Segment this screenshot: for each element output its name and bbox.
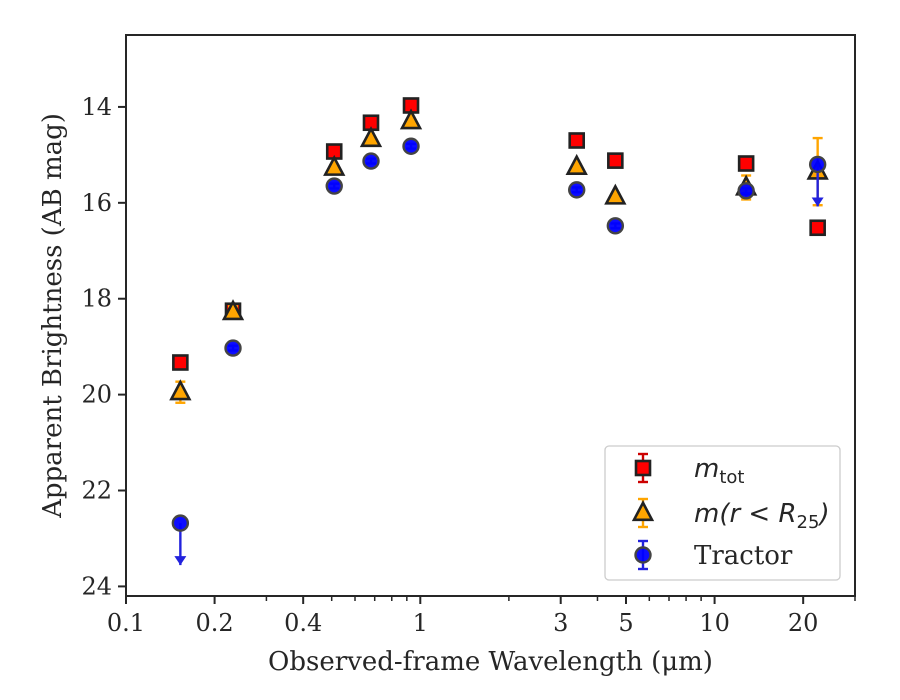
mr25-point (565, 153, 588, 175)
mr25-point (323, 154, 346, 176)
tractor-point (171, 514, 190, 532)
legend-entry-mtot: mtot (634, 452, 744, 488)
x-tick-label: 0.4 (284, 609, 322, 637)
x-tick-label: 0.2 (196, 609, 234, 637)
plot-frame (125, 34, 856, 597)
tractor-point (224, 339, 242, 357)
plot-area (169, 97, 829, 566)
tractor-point (737, 182, 755, 200)
legend-entry-tractor: Tractor (634, 539, 793, 571)
x-tick-label: 20 (788, 609, 819, 637)
legend-label-mr25: m(r < R25) (694, 499, 830, 533)
legend: mtot m(r < R25) Tractor (604, 445, 841, 581)
mtot-point (607, 152, 624, 169)
series-tractor (171, 137, 827, 566)
mtot-point (172, 354, 189, 371)
legend-marker-mr25 (631, 500, 655, 522)
x-tick-label: 10 (699, 609, 730, 637)
legend-box (604, 445, 841, 581)
legend-label-mtot: mtot (694, 454, 744, 488)
y-tick-label: 16 (81, 189, 112, 217)
mtot-point (809, 219, 826, 237)
series-mr25 (169, 108, 829, 404)
upper-limit-arrowhead (811, 197, 824, 207)
legend-marker-mtot (634, 459, 652, 477)
y-tick-label: 24 (81, 572, 112, 600)
tractor-point (362, 152, 380, 170)
mtot-point (737, 155, 755, 172)
y-axis-label: Apparent Brightness (AB mag) (38, 113, 68, 519)
legend-marker-tractor (634, 546, 652, 564)
upper-limit-arrowhead (174, 556, 187, 566)
tractor-point (568, 181, 586, 199)
mr25-point (359, 126, 383, 148)
tractor-point (606, 217, 625, 235)
mtot-point (568, 132, 586, 149)
x-tick-label: 0.1 (107, 609, 145, 637)
mr25-point (169, 379, 192, 401)
y-tick-label: 14 (81, 93, 112, 121)
x-tick-label: 3 (553, 609, 568, 637)
series-mtot (172, 97, 826, 371)
legend-entry-mr25: m(r < R25) (631, 497, 830, 533)
y-tick-label: 22 (81, 477, 112, 505)
x-tick-label: 1 (413, 609, 428, 637)
tractor-point (325, 177, 343, 195)
tractor-point (402, 137, 420, 155)
mr25-point (399, 108, 423, 130)
x-tick-label: 5 (618, 609, 633, 637)
y-tick-label: 18 (81, 285, 112, 313)
mr25-point (604, 183, 627, 205)
tractor-point (808, 155, 827, 174)
y-tick-label: 20 (81, 381, 112, 409)
axis-ticks: 0.1 0.2 0.4 1 3 5 10 20 14 16 18 20 22 24 (81, 93, 856, 637)
mr25-point (221, 299, 245, 321)
legend-label-tractor: Tractor (694, 541, 793, 571)
x-axis-label: Observed-frame Wavelength (μm) (268, 647, 713, 677)
